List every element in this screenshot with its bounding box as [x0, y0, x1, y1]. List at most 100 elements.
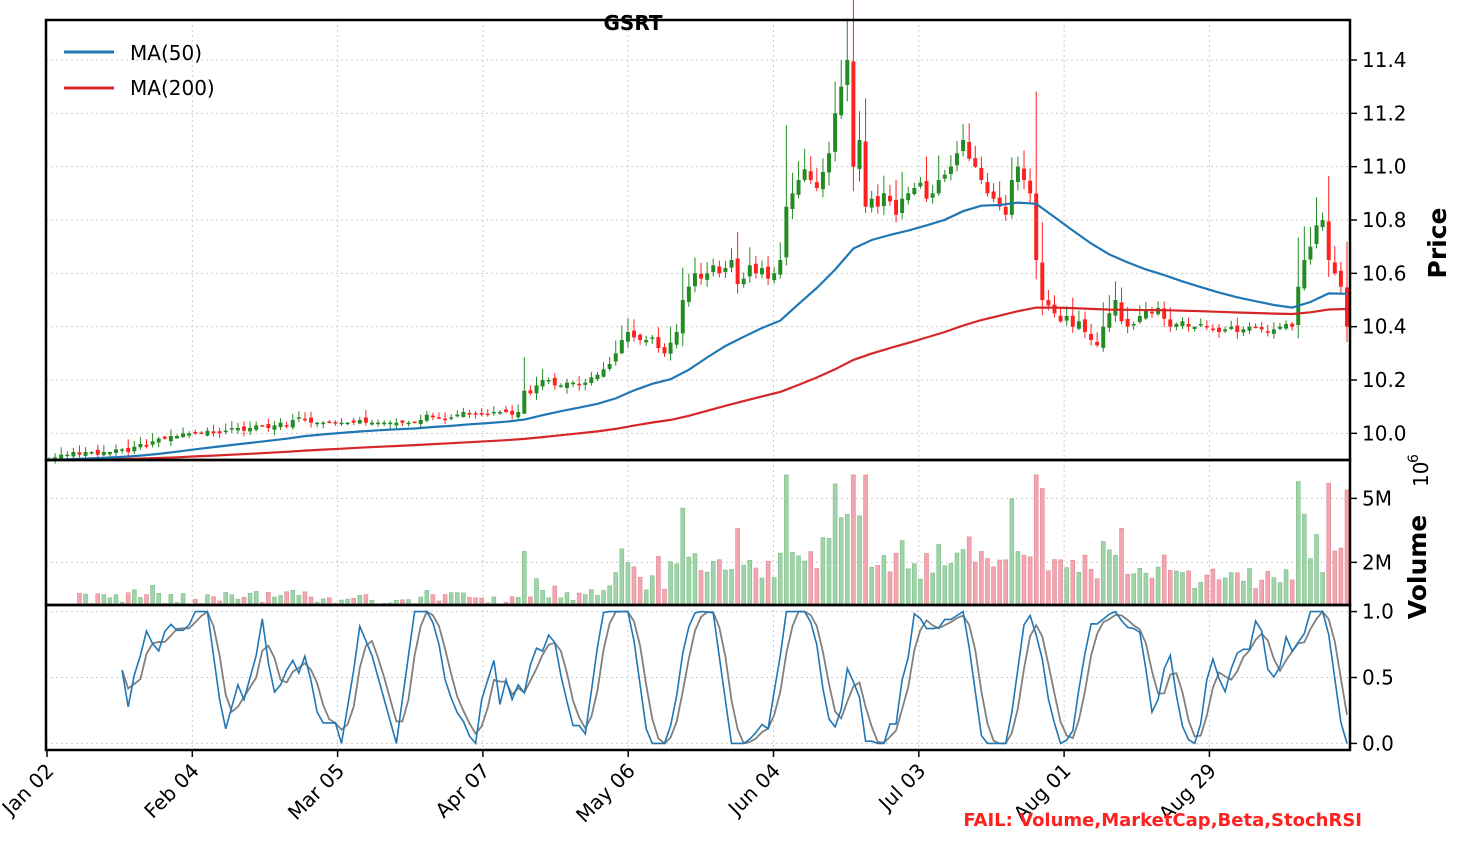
candle-body	[1210, 328, 1215, 331]
candle-body	[449, 417, 454, 419]
volume-bar	[881, 555, 887, 606]
candle-body	[638, 334, 643, 340]
candle-body	[625, 332, 630, 342]
volume-panel-frame	[44, 458, 1352, 607]
candle-body	[723, 268, 728, 273]
candle-body	[223, 430, 228, 433]
candle-body	[376, 422, 381, 425]
candle-body	[790, 193, 795, 210]
candle-body	[632, 330, 636, 338]
ma200-line	[48, 306, 1348, 462]
volume-bar	[1143, 572, 1149, 606]
volume-bar	[802, 560, 807, 606]
candle-body	[760, 268, 764, 275]
x-tick-label: Jul 03	[872, 759, 930, 817]
volume-bar	[424, 590, 430, 606]
candle-body	[1064, 316, 1069, 321]
candle-body	[827, 153, 831, 173]
volume-bar	[972, 561, 978, 606]
candle-body	[918, 182, 923, 187]
volume-bar	[991, 566, 996, 606]
candle-body	[315, 422, 320, 425]
volume-bar	[887, 571, 893, 606]
candle-body	[1192, 326, 1197, 329]
volume-bar	[357, 595, 363, 606]
volume-bar	[930, 572, 935, 606]
candle-body	[217, 431, 222, 434]
candle-body	[510, 410, 515, 415]
volume-bar	[710, 560, 716, 606]
candle-body	[973, 158, 978, 167]
candle-body	[174, 436, 179, 439]
candle-body	[351, 420, 356, 423]
candle-body	[595, 374, 600, 380]
candle-body	[1095, 341, 1100, 346]
volume-bar	[1259, 579, 1264, 606]
volume-bar	[1070, 559, 1076, 606]
volume-bar	[83, 593, 88, 606]
candle-body	[863, 141, 868, 207]
candle-body	[394, 422, 399, 426]
volume-bar	[893, 552, 899, 606]
volume-bar	[747, 559, 753, 606]
candle-body	[1082, 319, 1087, 332]
volume-tick-label: 2M	[1362, 550, 1392, 574]
candle-body	[485, 413, 490, 416]
candle-body	[187, 433, 192, 436]
volume-bar	[979, 551, 984, 606]
volume-bar	[1088, 568, 1094, 606]
volume-bar	[942, 565, 948, 606]
candle-body	[699, 273, 704, 279]
volume-bar	[625, 562, 631, 606]
price-tick-label: 10.6	[1362, 261, 1407, 285]
volume-bar	[1247, 568, 1252, 606]
candle-body	[1162, 308, 1167, 319]
volume-bar	[905, 568, 911, 606]
volume-bar	[985, 558, 990, 606]
volume-bar	[1338, 547, 1344, 606]
candle-body	[961, 140, 966, 152]
volume-bar	[1149, 577, 1155, 606]
candle-body	[558, 385, 563, 387]
volume-bar	[869, 566, 874, 606]
volume-bar	[899, 540, 905, 606]
x-tick-label: Apr 07	[431, 759, 495, 823]
volume-bar	[966, 536, 972, 606]
candle-body	[668, 342, 673, 354]
volume-bar	[1289, 579, 1295, 606]
candle-body	[577, 383, 582, 386]
volume-bar	[1137, 568, 1143, 606]
volume-scale-label: 10 6	[1406, 454, 1433, 487]
candle-body	[912, 188, 917, 195]
volume-bar	[796, 555, 801, 606]
candle-body	[1003, 206, 1008, 215]
candle-body	[1253, 326, 1258, 329]
candle-body	[845, 60, 850, 85]
candle-body	[1009, 180, 1014, 215]
candle-body	[1070, 315, 1075, 327]
candle-body	[254, 425, 259, 430]
candle-body	[150, 441, 155, 445]
candle-body	[1308, 246, 1313, 260]
candle-body	[1052, 304, 1057, 314]
fail-annotation: FAIL: Volume,MarketCap,Beta,StochRSI	[963, 810, 1362, 831]
candle-body	[1028, 180, 1033, 194]
candle-body	[528, 390, 533, 394]
candle-body	[991, 191, 996, 199]
candle-body	[705, 273, 710, 280]
volume-bar	[1155, 566, 1161, 606]
candle-body	[1076, 321, 1081, 329]
volume-bar	[582, 594, 588, 606]
volume-bar	[918, 578, 923, 606]
legend-ma50-label: MA(50)	[130, 41, 202, 65]
candle-body	[1332, 262, 1337, 274]
volume-bar	[723, 569, 728, 606]
candle-body	[546, 380, 551, 382]
volume-bar	[1253, 588, 1258, 606]
candle-body	[814, 182, 819, 188]
volume-bar	[442, 594, 448, 606]
candle-body	[296, 417, 301, 419]
volume-bar	[948, 563, 954, 606]
volume-bar	[619, 548, 625, 606]
